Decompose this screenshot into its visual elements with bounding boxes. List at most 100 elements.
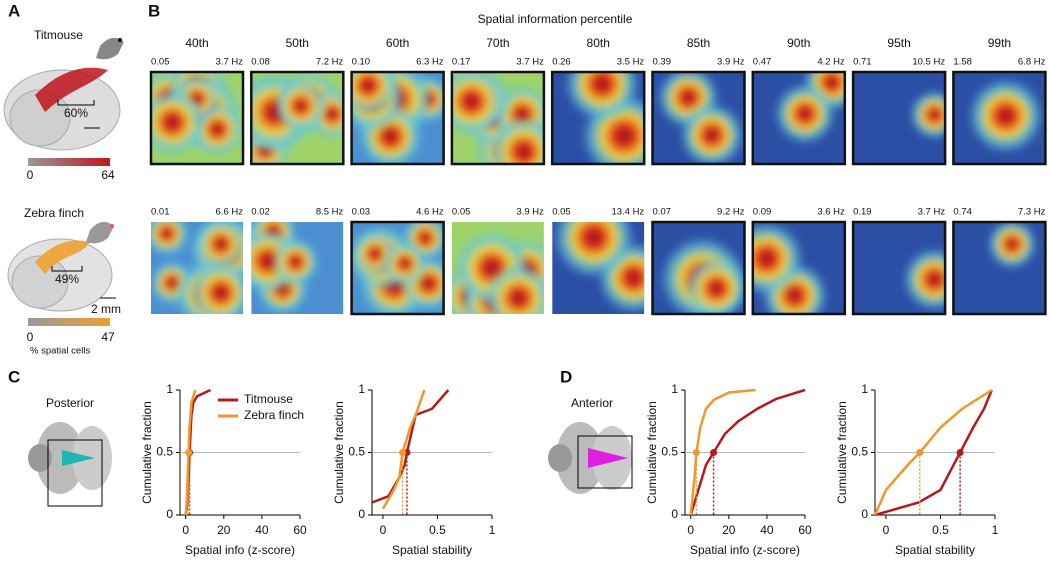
map-blob <box>684 256 745 314</box>
map-blob <box>271 237 320 286</box>
x-tick-label: 0 <box>687 523 694 537</box>
map-blob <box>451 72 507 137</box>
peak-rate: 3.9 Hz <box>516 207 544 218</box>
map-frame <box>851 70 947 166</box>
peak-rate: 4.2 Hz <box>817 57 845 68</box>
map-blob <box>274 79 327 132</box>
illustration-rect <box>47 439 103 507</box>
label: Titmouse <box>34 28 83 42</box>
cdf-line <box>689 388 806 516</box>
peak-rate: 6.3 Hz <box>416 57 444 68</box>
map-blob <box>909 90 946 140</box>
info-value: 0.17 <box>452 57 471 68</box>
x-axis-label: Spatial stability <box>895 543 975 557</box>
map-frame <box>350 70 445 166</box>
cdf-line <box>874 389 993 517</box>
illustration-path <box>96 37 124 60</box>
label: 0 <box>27 330 34 344</box>
illustration-ellipse <box>11 255 69 309</box>
label: B <box>148 1 160 20</box>
percentile-label: 40th <box>185 36 208 50</box>
illustration-path <box>57 100 95 106</box>
x-tick-label: 20 <box>217 523 231 537</box>
cdf-line <box>371 389 450 504</box>
illustration-ellipse <box>548 444 572 472</box>
rate-map <box>552 222 645 314</box>
y-tick-label: 0 <box>671 507 678 521</box>
median-dot <box>399 449 407 456</box>
label: 49% <box>55 272 79 286</box>
info-value: 0.02 <box>251 207 269 218</box>
illustration-circle <box>118 38 122 42</box>
x-tick-label: 20 <box>722 523 736 537</box>
median-dot <box>916 449 924 456</box>
rate-map-field <box>151 72 243 164</box>
label: % spatial cells <box>30 346 90 357</box>
peak-rate: 10.5 Hz <box>912 57 945 68</box>
median-dot <box>185 449 193 456</box>
rate-map-field <box>351 72 444 164</box>
map-blob <box>194 222 243 271</box>
y-axis-label: Cumulative fraction <box>332 401 346 504</box>
rate-map <box>851 70 947 166</box>
peak-rate: 6.6 Hz <box>216 207 244 218</box>
median-dot <box>692 449 700 456</box>
rate-map <box>451 222 544 314</box>
rate-map-field <box>151 222 243 314</box>
x-tick-label: 0.5 <box>429 523 446 537</box>
rate-map <box>751 220 847 316</box>
illustration-rect <box>28 318 110 326</box>
rate-map <box>151 222 243 314</box>
rate-map <box>251 222 344 314</box>
rate-map <box>651 70 746 166</box>
label: 2 mm <box>91 302 121 316</box>
rate-map-field <box>853 72 946 164</box>
peak-rate: 8.5 Hz <box>316 207 344 218</box>
map-blob <box>967 78 1044 154</box>
rate-map <box>851 220 947 316</box>
illustration-path <box>51 266 83 272</box>
peak-rate: 3.6 Hz <box>817 207 845 218</box>
info-value: 0.01 <box>151 207 170 218</box>
x-axis-label: Spatial info (z-score) <box>690 543 800 557</box>
peak-rate: 6.8 Hz <box>1018 57 1046 68</box>
illustration-ellipse <box>556 422 604 494</box>
rate-map-field <box>251 72 344 164</box>
label: 0 <box>27 168 34 182</box>
illustration-rect <box>28 158 110 166</box>
map-frame <box>751 220 847 316</box>
info-value: 0.07 <box>653 207 672 218</box>
y-tick-label: 0 <box>166 507 173 521</box>
map-frame <box>450 70 546 166</box>
info-value: 0.09 <box>753 207 772 218</box>
rate-map-field <box>251 222 344 314</box>
rate-map-field <box>853 222 946 314</box>
y-tick-label: 0 <box>861 507 868 521</box>
map-blob <box>151 88 207 157</box>
rate-map <box>350 70 445 166</box>
y-axis-label: Cumulative fraction <box>835 401 849 504</box>
x-tick-label: 0 <box>883 523 890 537</box>
x-tick-label: 60 <box>293 523 307 537</box>
info-value: 0.71 <box>853 57 872 68</box>
rate-map <box>350 220 445 316</box>
map-blob <box>774 83 836 145</box>
map-blob <box>487 115 544 164</box>
percentile-label: 95th <box>887 36 910 50</box>
y-axis-label: Cumulative fraction <box>140 401 154 504</box>
map-frame <box>250 70 345 166</box>
label: Anterior <box>571 396 613 410</box>
info-value: 0.08 <box>251 57 269 68</box>
illustration-path <box>35 240 90 274</box>
x-tick-label: 0.5 <box>932 523 949 537</box>
illustration-path <box>62 450 95 466</box>
info-value: 0.39 <box>653 57 672 68</box>
percentile-label: 99th <box>988 36 1011 50</box>
map-blob <box>351 72 399 116</box>
map-blob <box>483 263 544 314</box>
illustration-path <box>35 67 108 112</box>
brain-icon <box>28 422 112 507</box>
